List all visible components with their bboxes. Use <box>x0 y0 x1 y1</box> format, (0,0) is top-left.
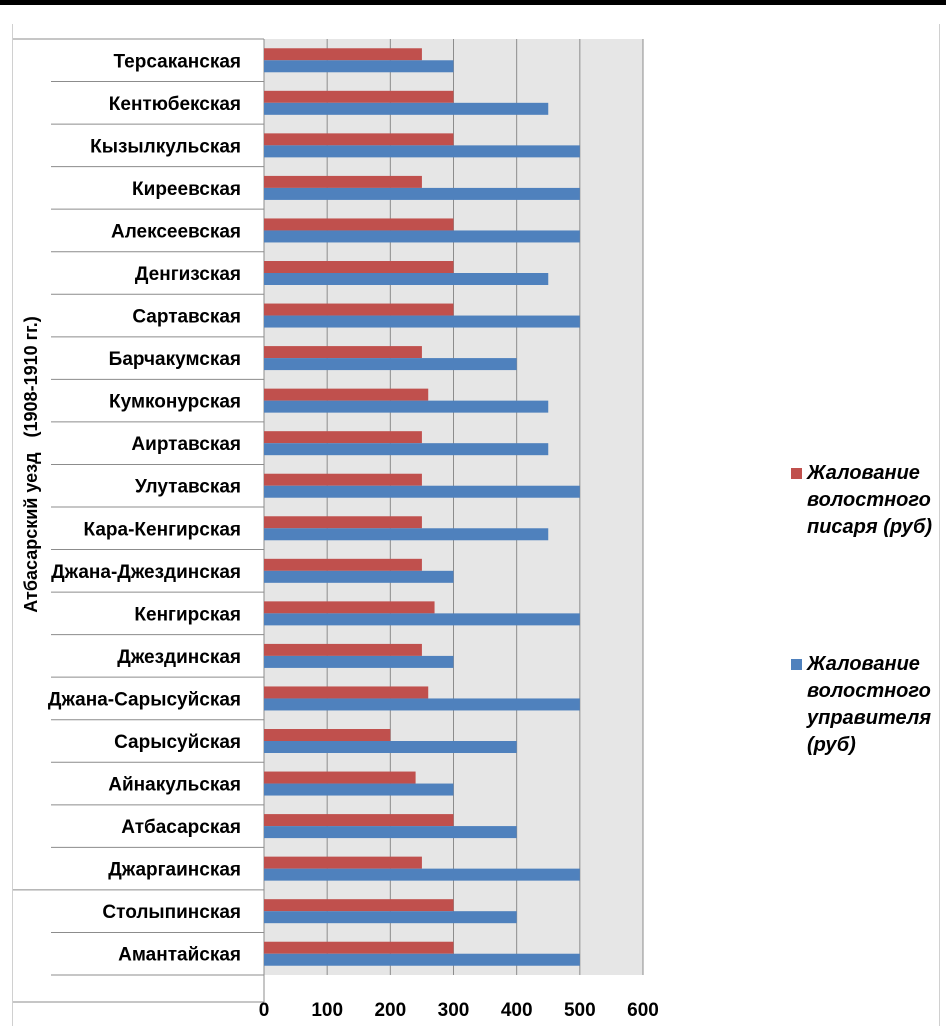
bar-pisar <box>264 431 422 444</box>
bar-upravitel <box>264 273 549 285</box>
bar-upravitel <box>264 102 549 115</box>
bar-upravitel <box>264 400 549 413</box>
x-tick-label: 400 <box>501 1000 533 1021</box>
category-label: Терсаканская <box>114 51 241 72</box>
category-label: Джаргаинская <box>108 860 241 881</box>
bar-upravitel <box>264 826 517 839</box>
category-label: Айнакульская <box>108 775 241 796</box>
category-label: Кумконурская <box>109 392 241 413</box>
bar-pisar <box>264 133 454 146</box>
bar-pisar <box>264 175 422 188</box>
bar-upravitel <box>264 358 517 371</box>
category-label: Улутавская <box>135 477 241 498</box>
bar-pisar <box>264 686 429 699</box>
bar-upravitel <box>264 783 454 796</box>
legend-label-upravitel: Жалование волостного управителя (руб) <box>807 653 932 756</box>
bar-upravitel <box>264 868 580 881</box>
x-tick-label: 300 <box>438 1000 470 1021</box>
bar-upravitel <box>264 528 549 541</box>
bar-pisar <box>264 814 454 827</box>
bars <box>264 48 580 966</box>
bar-pisar <box>264 261 454 273</box>
category-label: Джана-Сарысуйская <box>48 689 241 710</box>
bar-pisar <box>264 643 422 656</box>
bar-upravitel <box>264 698 580 711</box>
category-label: Барчакумская <box>109 349 241 370</box>
bar-upravitel <box>264 187 580 200</box>
legend-item-upravitel: Жалование волостного управителя (руб) <box>791 651 946 759</box>
bar-upravitel <box>264 570 454 583</box>
legend-label-pisar: Жалование волостного писаря (руб) <box>807 462 932 538</box>
category-label: Сарысуйская <box>114 732 241 753</box>
category-label: Джана-Джездинская <box>51 562 241 583</box>
category-label: Атбасарская <box>121 817 241 838</box>
category-label: Кызылкульская <box>90 136 241 157</box>
bar-upravitel <box>264 60 454 73</box>
bar-upravitel <box>264 485 580 498</box>
bar-upravitel <box>264 613 580 626</box>
legend-swatch-pisar <box>791 468 802 479</box>
bar-pisar <box>264 856 422 869</box>
bar-pisar <box>264 729 391 741</box>
x-tick-label: 600 <box>627 1000 659 1021</box>
bar-upravitel <box>264 315 580 328</box>
bar-pisar <box>264 771 416 784</box>
bar-upravitel <box>264 145 580 158</box>
bar-upravitel <box>264 230 580 243</box>
x-tick-label: 200 <box>374 1000 406 1021</box>
category-label: Алексеевская <box>111 221 241 242</box>
category-label: Столыпинская <box>102 902 241 923</box>
bar-upravitel <box>264 953 580 966</box>
bar-pisar <box>264 601 435 614</box>
bar-upravitel <box>264 741 517 753</box>
chart-frame: Терсаканская Кентюбекская Кызылкульская Кир… <box>12 24 940 1026</box>
legend-item-pisar: Жалование волостного писаря (руб) <box>791 460 946 541</box>
bar-pisar <box>264 48 422 61</box>
category-label: Джездинская <box>117 647 241 668</box>
bar-pisar <box>264 218 454 231</box>
bar-pisar <box>264 346 422 359</box>
bar-pisar <box>264 473 422 486</box>
bar-pisar <box>264 303 454 316</box>
category-label: Кенгирская <box>134 604 241 625</box>
group-label: Атбасарский уезд (1908-1910 гг.) <box>21 316 41 613</box>
legend-swatch-upravitel <box>791 659 802 670</box>
category-label: Денгизская <box>135 264 241 285</box>
x-axis-ticks: 0 100 200 300 400 500 600 <box>259 1000 659 1021</box>
category-label: Кара-Кенгирская <box>84 519 241 540</box>
category-label: Кентюбекская <box>109 94 241 115</box>
bar-pisar <box>264 388 429 401</box>
bar-upravitel <box>264 443 549 456</box>
bar-chart: Терсаканская Кентюбекская Кызылкульская Кир… <box>13 38 659 1021</box>
top-rule <box>0 0 946 5</box>
category-label-table: Терсаканская Кентюбекская Кызылкульская Кир… <box>13 38 265 1003</box>
bar-pisar <box>264 558 422 571</box>
category-label: Аиртавская <box>131 434 241 455</box>
x-tick-label: 100 <box>311 1000 343 1021</box>
bar-pisar <box>264 941 454 954</box>
bar-upravitel <box>264 911 517 924</box>
bar-pisar <box>264 516 422 529</box>
category-label: Киреевская <box>132 179 241 200</box>
bar-pisar <box>264 90 454 103</box>
category-label: Амантайская <box>118 945 241 966</box>
x-tick-label: 500 <box>564 1000 596 1021</box>
bar-pisar <box>264 899 454 912</box>
category-label: Сартавская <box>132 307 241 328</box>
bar-upravitel <box>264 655 454 668</box>
x-tick-label: 0 <box>259 1000 270 1021</box>
